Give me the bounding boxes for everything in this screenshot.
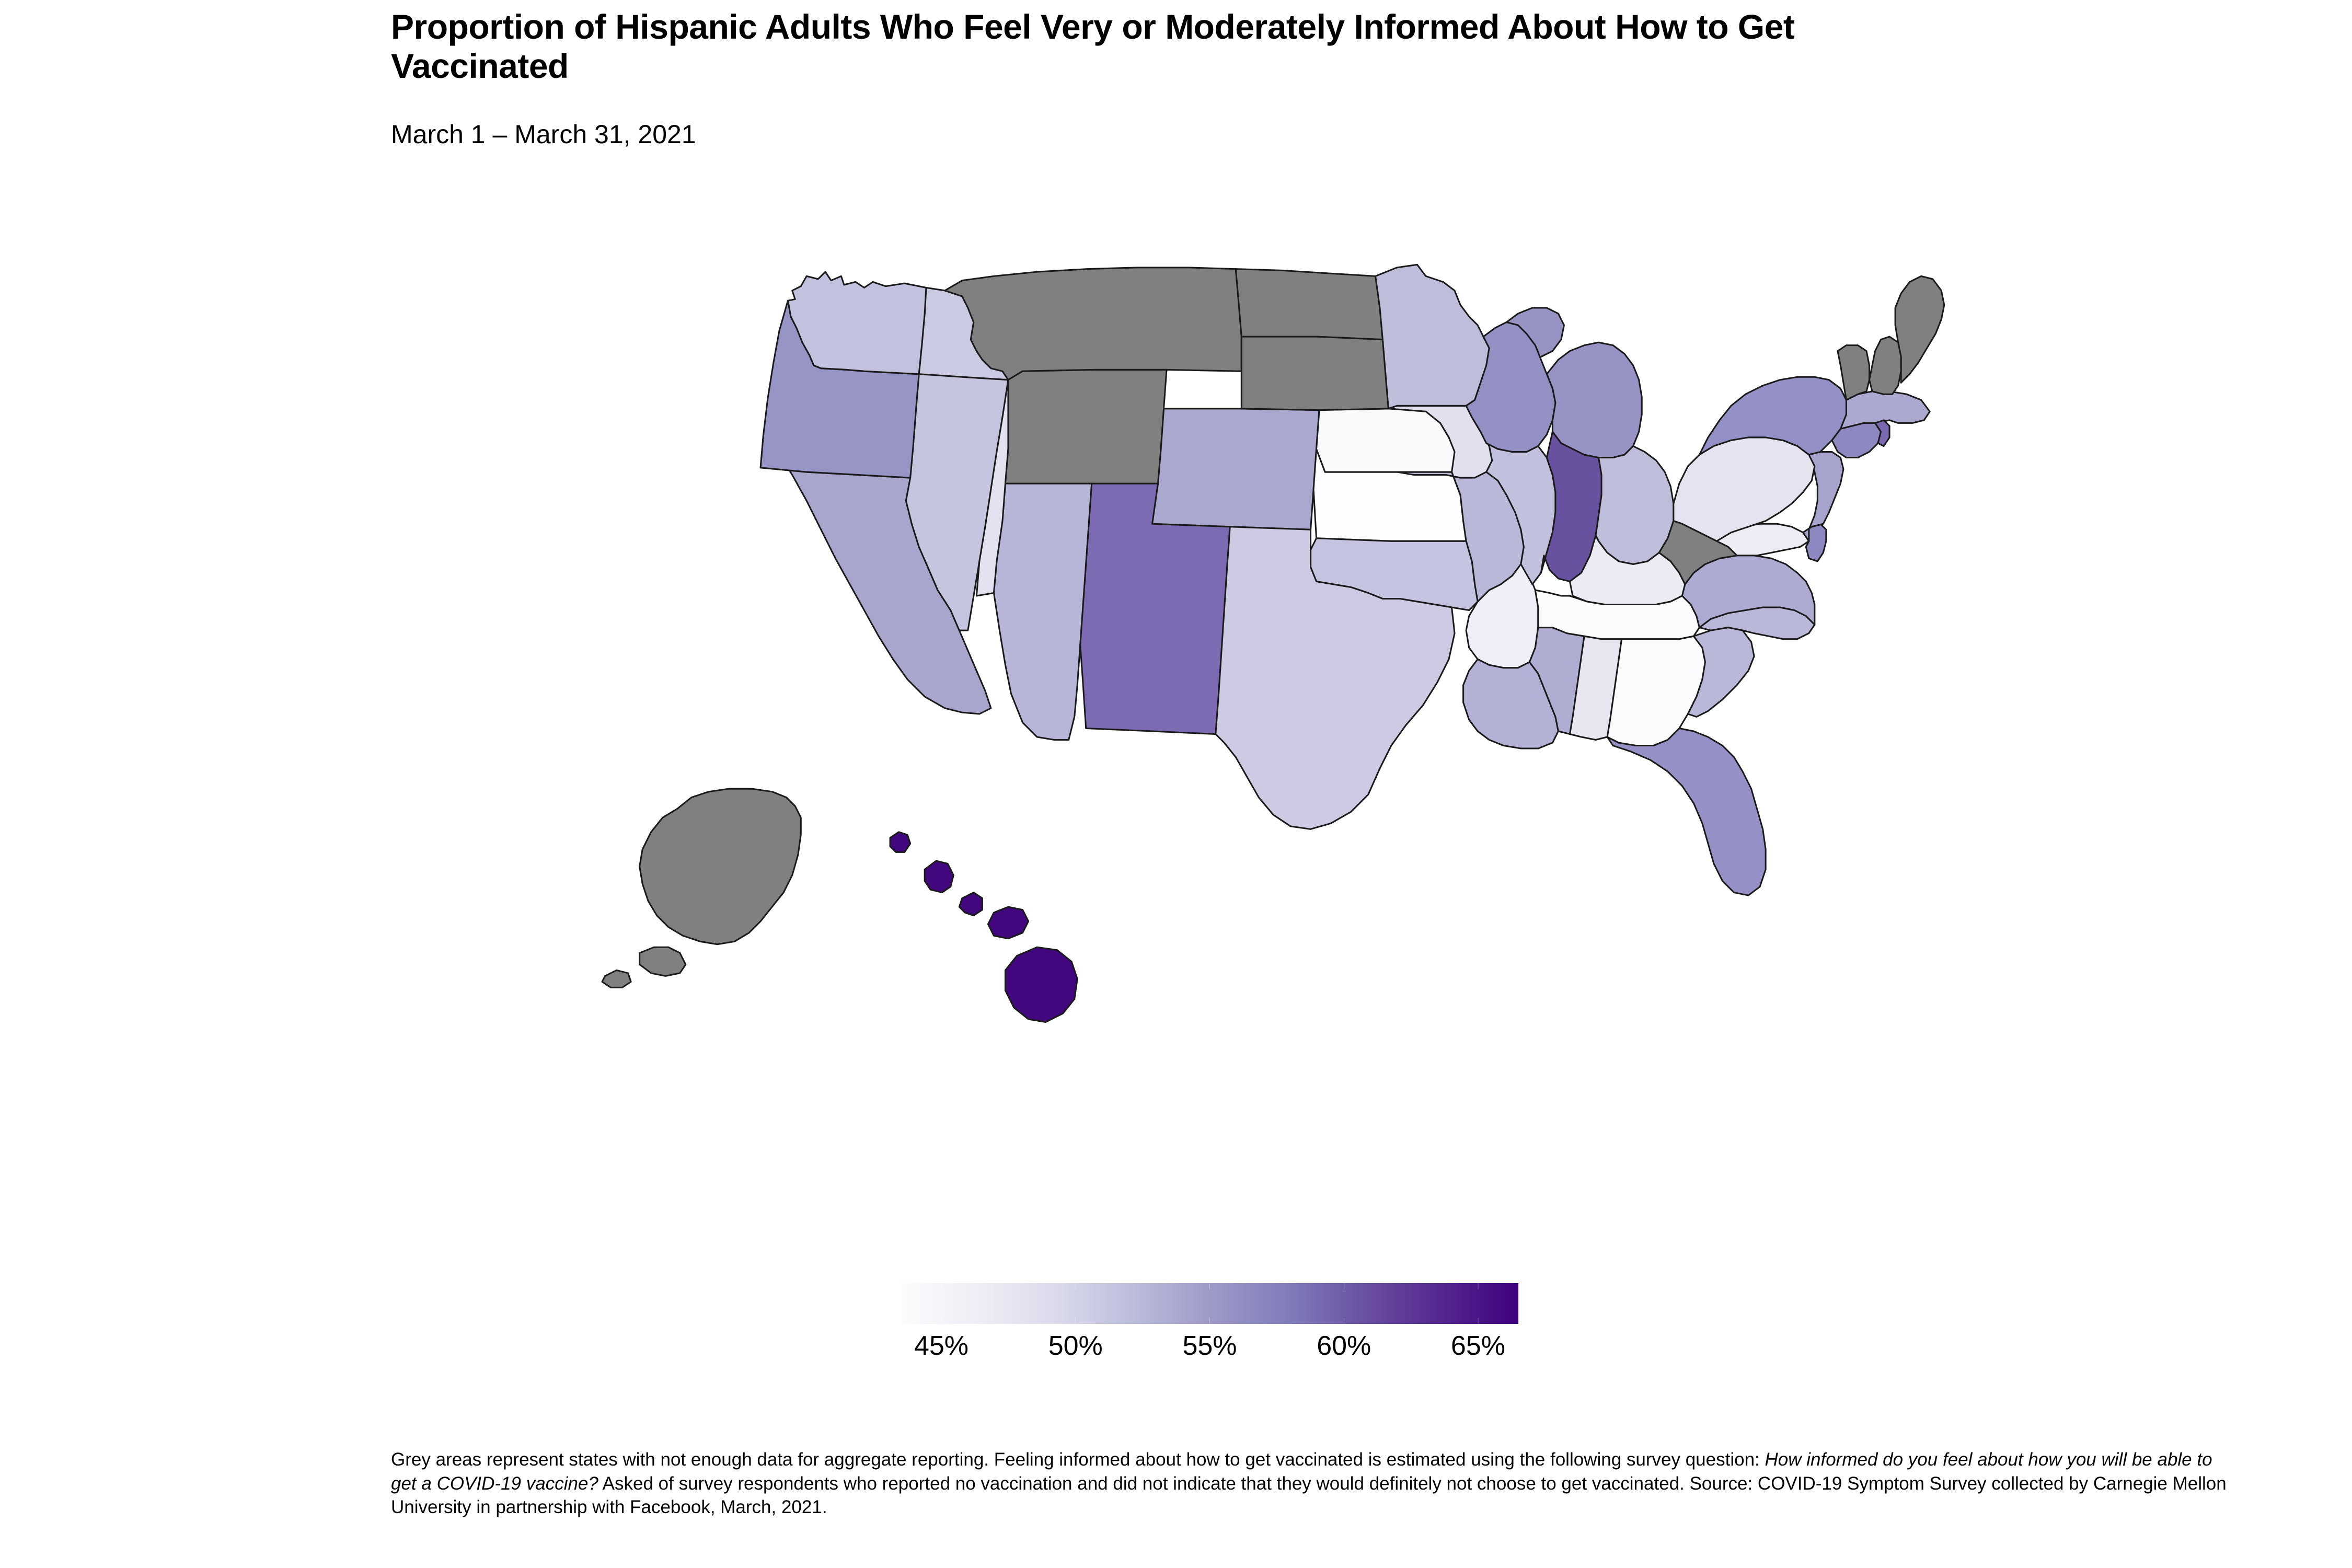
legend-tick-labels: 45% 50% 55% 60% 65% <box>774 1330 1662 1377</box>
footnote-part2: Asked of survey respondents who reported… <box>391 1473 2227 1518</box>
legend-tick-65: 65% <box>1450 1331 1505 1361</box>
us-map-svg <box>601 263 1945 1023</box>
legend-tick-45: 45% <box>914 1331 969 1361</box>
footnote: Grey areas represent states with not eno… <box>391 1448 2231 1519</box>
state-az <box>993 482 1093 741</box>
state-nj <box>1802 451 1844 542</box>
state-wi <box>1465 321 1557 453</box>
state-tx <box>1215 526 1456 830</box>
state-ri <box>1874 419 1890 447</box>
state-shapes-group <box>601 263 1945 1023</box>
footnote-survey-question: How informed do you feel about how you w… <box>391 1449 2212 1494</box>
legend-tick-55: 55% <box>1182 1331 1237 1361</box>
legend-tick-60: 60% <box>1317 1331 1371 1361</box>
state-nh <box>1869 336 1902 395</box>
state-mn <box>1375 263 1490 410</box>
state-nd <box>1235 268 1383 341</box>
page-subtitle: March 1 – March 31, 2021 <box>391 120 696 149</box>
state-wv <box>1658 520 1738 585</box>
colorbar-ticks <box>941 1283 1478 1324</box>
state-oh <box>1595 445 1675 565</box>
state-mt <box>944 267 1242 381</box>
state-co <box>1151 408 1320 531</box>
state-fl <box>1606 727 1767 896</box>
state-wa <box>787 271 927 375</box>
page-title: Proportion of Hispanic Adults Who Feel V… <box>391 7 1795 85</box>
colorbar-gradient <box>901 1283 1518 1324</box>
footnote-part1: Grey areas represent states with not eno… <box>391 1449 1765 1470</box>
state-pa <box>1673 436 1816 542</box>
state-sd <box>1240 336 1389 411</box>
state-hi <box>889 831 1078 1023</box>
state-ga <box>1606 635 1706 747</box>
state-vt <box>1837 344 1871 401</box>
state-ak <box>601 788 802 988</box>
state-me <box>1894 275 1945 384</box>
state-wy <box>1004 368 1168 485</box>
choropleth-map <box>591 225 2002 1249</box>
legend-colorbar <box>901 1283 1518 1324</box>
state-la <box>1462 658 1559 750</box>
legend-tick-50: 50% <box>1048 1331 1103 1361</box>
state-sc <box>1687 627 1755 718</box>
state-tn <box>1534 589 1700 640</box>
